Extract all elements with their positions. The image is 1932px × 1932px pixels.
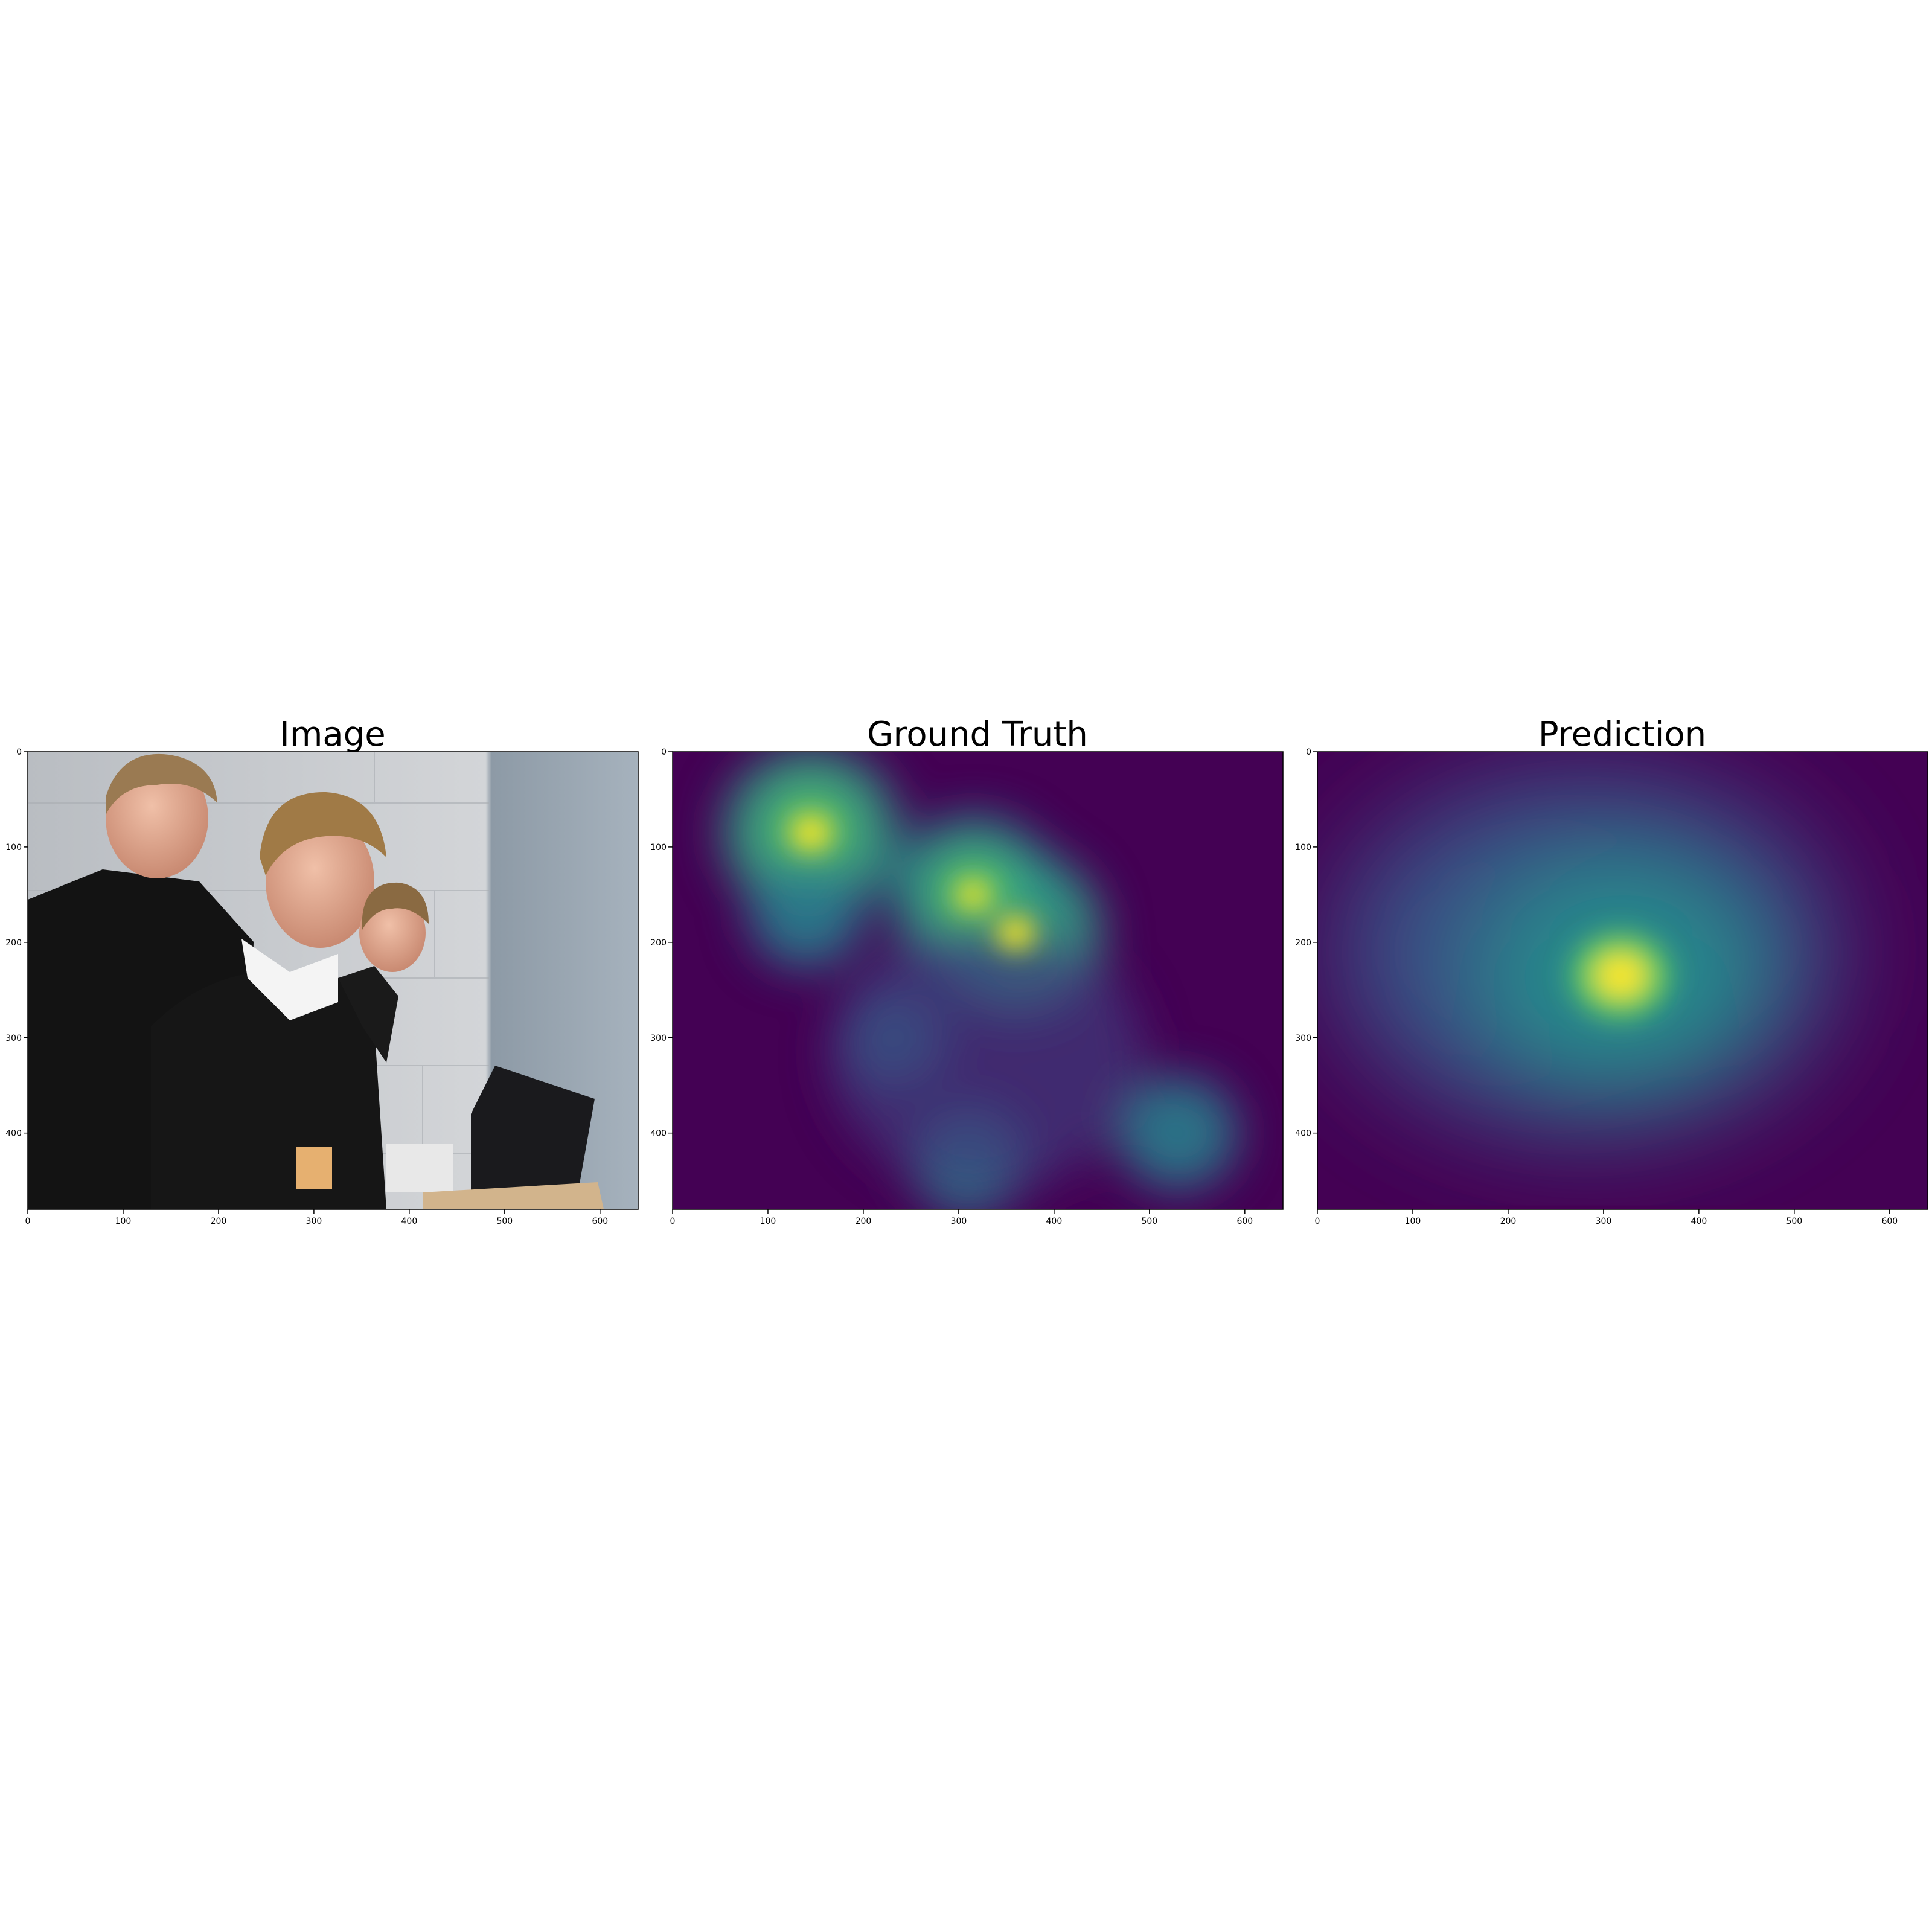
x-tick-label-image: 100 <box>115 1217 132 1226</box>
photo-third-sweater <box>338 966 398 1063</box>
y-tick-label-prediction: 400 <box>1295 1129 1311 1139</box>
photo-boy-face <box>266 815 374 948</box>
ticks-ground-truth: 0 100 200 300 400 500 600 0 100 200 300 400 <box>650 747 1253 1226</box>
x-tick-label-image: 600 <box>592 1217 608 1226</box>
photo-boy-collar <box>242 939 338 1020</box>
x-tick-label-ground-truth: 500 <box>1141 1217 1157 1226</box>
heatmap-ground-truth <box>673 752 1283 1209</box>
axes-frame-image <box>27 751 639 1210</box>
photo-third-hair <box>362 882 429 930</box>
x-tick-label-prediction: 600 <box>1881 1217 1898 1226</box>
y-tick-label-prediction: 200 <box>1295 938 1311 948</box>
y-tick-label-image: 300 <box>5 1034 22 1043</box>
y-tick-label-image: 400 <box>5 1129 22 1139</box>
x-tick-label-prediction: 0 <box>1315 1217 1320 1226</box>
axes-frame-ground-truth <box>672 751 1284 1210</box>
axes-frame-prediction <box>1317 751 1928 1210</box>
y-tick-label-image: 100 <box>5 843 22 852</box>
x-tick-label-prediction: 500 <box>1786 1217 1802 1226</box>
photo-book <box>296 1147 332 1189</box>
photo-boy-sweater <box>151 972 386 1209</box>
x-tick-label-image: 300 <box>306 1217 322 1226</box>
y-tick-label-image: 200 <box>5 938 22 948</box>
heatmap-peak-ground-truth <box>748 859 864 969</box>
y-tick-label-image: 0 <box>16 747 22 757</box>
y-tick-label-ground-truth: 200 <box>650 938 667 948</box>
ticks-prediction: 0 100 200 300 400 500 600 0 100 200 300 400 <box>1295 747 1898 1226</box>
y-tick-label-ground-truth: 100 <box>650 843 667 852</box>
x-tick-label-prediction: 200 <box>1500 1217 1517 1226</box>
heatmap-prediction <box>1317 752 1928 1209</box>
x-tick-label-ground-truth: 0 <box>670 1217 676 1226</box>
heatmap-peak-core-ground-truth <box>955 879 991 910</box>
x-tick-label-image: 0 <box>25 1217 31 1226</box>
heatmap-peak-ground-truth <box>1118 1076 1238 1191</box>
panel-title-image: Image <box>280 715 385 754</box>
heatmap-core-prediction <box>1596 954 1645 998</box>
panel-title-prediction: Prediction <box>1538 715 1706 754</box>
heatmap-haze-ground-truth <box>830 924 1145 1190</box>
x-tick-label-prediction: 100 <box>1405 1217 1421 1226</box>
y-tick-label-ground-truth: 400 <box>650 1129 667 1139</box>
x-tick-label-ground-truth: 300 <box>951 1217 967 1226</box>
photo <box>28 752 638 1209</box>
ticks-image: 0 100 200 300 400 500 600 0 100 200 300 400 <box>5 747 608 1226</box>
y-tick-label-prediction: 100 <box>1295 843 1311 852</box>
x-tick-label-ground-truth: 400 <box>1046 1217 1063 1226</box>
x-tick-label-ground-truth: 600 <box>1236 1217 1253 1226</box>
photo-monitor <box>471 1066 595 1192</box>
photo-man-hair <box>106 753 217 815</box>
y-tick-label-prediction: 300 <box>1295 1034 1311 1043</box>
x-tick-label-image: 500 <box>496 1217 513 1226</box>
photo-printer <box>386 1144 453 1192</box>
heatmap-peak-core-ground-truth <box>790 814 832 851</box>
y-tick-label-ground-truth: 300 <box>650 1034 667 1043</box>
photo-box <box>423 1182 604 1209</box>
x-tick-label-image: 200 <box>211 1217 227 1226</box>
x-tick-label-prediction: 400 <box>1691 1217 1707 1226</box>
x-tick-label-image: 400 <box>401 1217 418 1226</box>
panel-image: Image <box>5 715 639 1226</box>
x-tick-label-prediction: 300 <box>1596 1217 1612 1226</box>
heatmap-peak-core-ground-truth <box>996 915 1035 950</box>
y-tick-label-prediction: 0 <box>1306 747 1311 757</box>
photo-boy-hair <box>260 792 386 875</box>
panel-title-ground-truth: Ground Truth <box>867 715 1088 754</box>
panel-prediction: Prediction 0 100 200 300 400 500 600 0 100 200 300… <box>1295 715 1928 1226</box>
x-tick-label-ground-truth: 100 <box>760 1217 776 1226</box>
panel-ground-truth: Ground Truth 0 100 200 300 400 500 600 0 100 200 3… <box>650 715 1284 1226</box>
x-tick-label-ground-truth: 200 <box>856 1217 872 1226</box>
y-tick-label-ground-truth: 0 <box>661 747 667 757</box>
